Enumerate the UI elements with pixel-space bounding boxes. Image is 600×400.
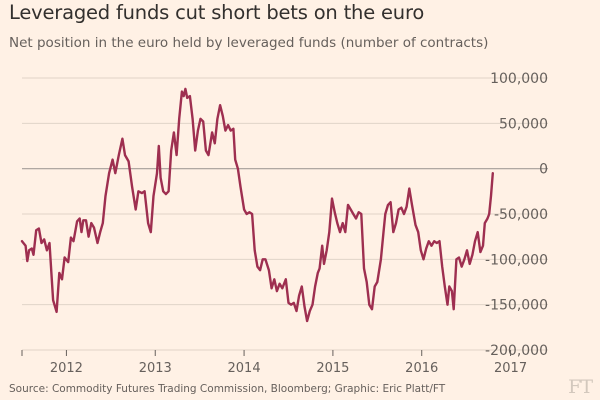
chart-title: Leveraged funds cut short bets on the eu…: [9, 1, 425, 24]
y-tick-label: -100,000: [485, 252, 548, 268]
ft-logo: FT: [568, 376, 593, 398]
series-line: [20, 87, 494, 323]
x-tick-label: 2012: [50, 361, 83, 376]
y-tick-label: 50,000: [499, 116, 548, 132]
y-tick-label: -200,000: [485, 343, 548, 359]
x-tick-label: 2015: [316, 361, 349, 376]
x-tick-label: 2017: [494, 361, 527, 376]
x-tick-label: 2014: [228, 361, 261, 376]
source-note: Source: Commodity Futures Trading Commis…: [9, 383, 446, 395]
y-tick-label: -50,000: [494, 207, 548, 223]
x-tick-label: 2016: [405, 361, 438, 376]
y-tick-label: 100,000: [490, 71, 548, 87]
y-tick-label: 0: [539, 162, 548, 178]
chart-subtitle: Net position in the euro held by leverag…: [9, 35, 489, 51]
y-tick-label: -150,000: [485, 298, 548, 314]
x-tick-label: 2013: [139, 361, 172, 376]
